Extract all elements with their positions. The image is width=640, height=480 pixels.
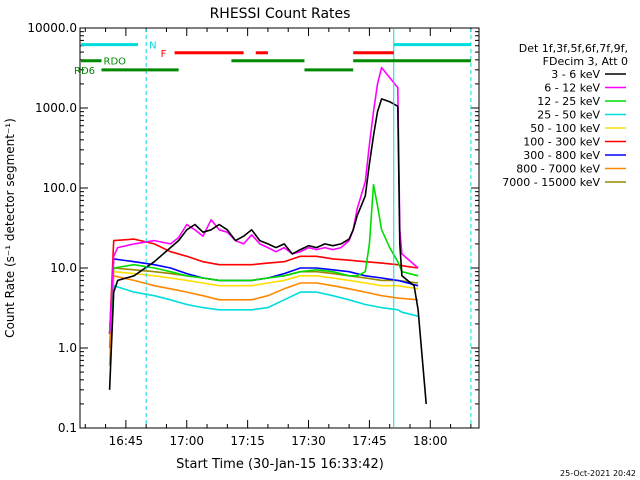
- legend-header-line-1: Det 1f,3f,5f,6f,7f,9f,: [519, 42, 628, 55]
- annotation-label-RDO: RDO: [104, 57, 127, 68]
- x-tick-label: 18:00: [413, 434, 448, 448]
- legend-label: 100 - 300 keV: [523, 136, 600, 149]
- x-axis-label: Start Time (30-Jan-15 16:33:42): [176, 457, 384, 472]
- y-tick-label: 10000.0: [27, 21, 77, 35]
- legend-label: 3 - 6 keV: [551, 68, 600, 81]
- annotation-label-F: F: [161, 49, 167, 60]
- timestamp: 25-Oct-2021 20:42: [560, 469, 636, 478]
- y-axis-label: Count Rate (s⁻¹ detector segment⁻¹): [3, 118, 17, 338]
- annotation-label-RD6: RD6: [74, 66, 95, 77]
- y-tick-label: 100.0: [43, 181, 77, 195]
- y-tick-label: 1000.0: [35, 101, 77, 115]
- legend-label: 6 - 12 keV: [544, 82, 600, 95]
- legend-label: 50 - 100 keV: [530, 122, 600, 135]
- x-tick-label: 16:45: [109, 434, 144, 448]
- series-line-6-12keV: [108, 66, 419, 334]
- data-layer: [81, 29, 472, 427]
- annotation-label-N: N: [149, 41, 156, 52]
- series-line-3-6keV: [108, 98, 427, 404]
- y-tick-label: 10.0: [50, 261, 77, 275]
- legend-label: 12 - 25 keV: [537, 95, 600, 108]
- series-line-50-100keV: [108, 270, 419, 334]
- x-tick-label: 17:30: [291, 434, 326, 448]
- x-tick-label: 17:45: [352, 434, 387, 448]
- y-tick-label: 0.1: [58, 421, 77, 435]
- series-line-25-50keV: [108, 284, 419, 334]
- series-line-100-300keV: [108, 238, 419, 334]
- series-line-12-25keV: [108, 183, 419, 334]
- x-tick-label: 17:15: [230, 434, 265, 448]
- plot-area: 0.1 1.0 10.0 100.0 1000.0 10000.0 16:45 17:00 17…: [27, 21, 626, 448]
- plot-frame: [79, 27, 480, 429]
- legend-label: 800 - 7000 keV: [516, 163, 600, 176]
- chart-title: RHESSI Count Rates: [210, 6, 351, 22]
- y-tick-label: 1.0: [58, 341, 77, 355]
- legend-label: 25 - 50 keV: [537, 109, 600, 122]
- legend-label: 300 - 800 keV: [523, 149, 600, 162]
- legend-label: 7000 - 15000 keV: [502, 176, 600, 189]
- series-line-800-7000keV: [108, 274, 419, 366]
- legend-header-line-2: FDecim 3, Att 0: [543, 55, 628, 68]
- x-tick-label: 17:00: [169, 434, 204, 448]
